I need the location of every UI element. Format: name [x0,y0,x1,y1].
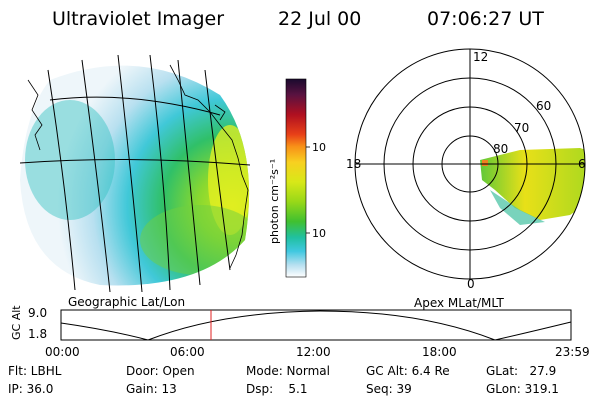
mlat-label-70: 70 [514,121,529,135]
door-status: Door: Open [126,364,195,378]
altitude-plot-frame [60,309,572,341]
polar-grid [354,48,586,280]
altitude-curve [60,310,572,341]
gain-status: Gain: 13 [126,382,177,396]
auroral-emission-image [20,65,250,286]
glon-status: GLon: 319.1 [486,382,559,396]
polar-label: Apex MLat/MLT [414,296,504,310]
geographic-label: Geographic Lat/Lon [68,295,186,309]
mlt-label-0: 0 [467,277,475,291]
time-tick-1200: 12:00 [296,345,331,359]
geographic-map-panel: Geographic Lat/Lon [19,40,270,309]
colorbar-unit-label: photon cm⁻²s⁻¹ [268,159,281,244]
colorbar: 100 10 photon cm⁻²s⁻¹ [268,78,333,278]
time-tick-1800: 18:00 [422,345,457,359]
date-label: 22 Jul 00 [278,8,362,30]
glat-status: GLat: 27.9 [486,364,557,378]
mlt-label-6: 6 [578,157,586,171]
mode-status: Mode: Normal [246,364,330,378]
dsp-status: Dsp: 5.1 [246,382,308,396]
lat-lon-grid [19,54,251,293]
altitude-plot: GC Alt 9.0 1.8 00:00 06:00 12:00 18:00 2… [0,300,600,362]
colorbar-gradient [285,78,307,278]
colorbar-panel: 100 10 photon cm⁻²s⁻¹ [262,76,333,282]
ip-status: IP: 36.0 [8,382,54,396]
status-panel: Flt: LBHL IP: 36.0 Door: Open Gain: 13 M… [0,362,600,400]
gc-alt-status: GC Alt: 6.4 Re [366,364,450,378]
mlt-label-18: 18 [346,157,361,171]
mlat-label-60: 60 [536,99,551,113]
seq-status: Seq: 39 [366,382,412,396]
title-bar: Ultraviolet Imager 22 Jul 00 07:06:27 UT [0,0,600,40]
altitude-ylabel: GC Alt [10,305,23,340]
altitude-ytick-1-8: 1.8 [28,327,47,341]
colorbar-ticks [306,146,310,234]
time-tick-0000: 00:00 [45,345,80,359]
geographic-map [19,54,251,293]
coastline [27,64,249,269]
colorbar-tick-100: 100 [312,141,326,154]
altitude-ytick-9: 9.0 [28,306,47,320]
time-tick-0600: 06:00 [170,345,205,359]
polar-map-panel: 12 0 18 6 60 70 80 Apex MLat/MLT [330,40,600,310]
filter-status: Flt: LBHL [8,364,62,378]
time-tick-2359: 23:59 [555,345,590,359]
instrument-title: Ultraviolet Imager [52,8,225,30]
mlat-label-80: 80 [493,142,508,156]
time-label: 07:06:27 UT [427,8,544,30]
altitude-plot-svg: GC Alt 9.0 1.8 00:00 06:00 12:00 18:00 2… [10,305,590,359]
polar-map: 12 0 18 6 60 70 80 [346,48,586,291]
auroral-oval [480,148,585,225]
mlt-label-12: 12 [473,50,488,64]
colorbar-tick-10: 10 [312,227,326,240]
